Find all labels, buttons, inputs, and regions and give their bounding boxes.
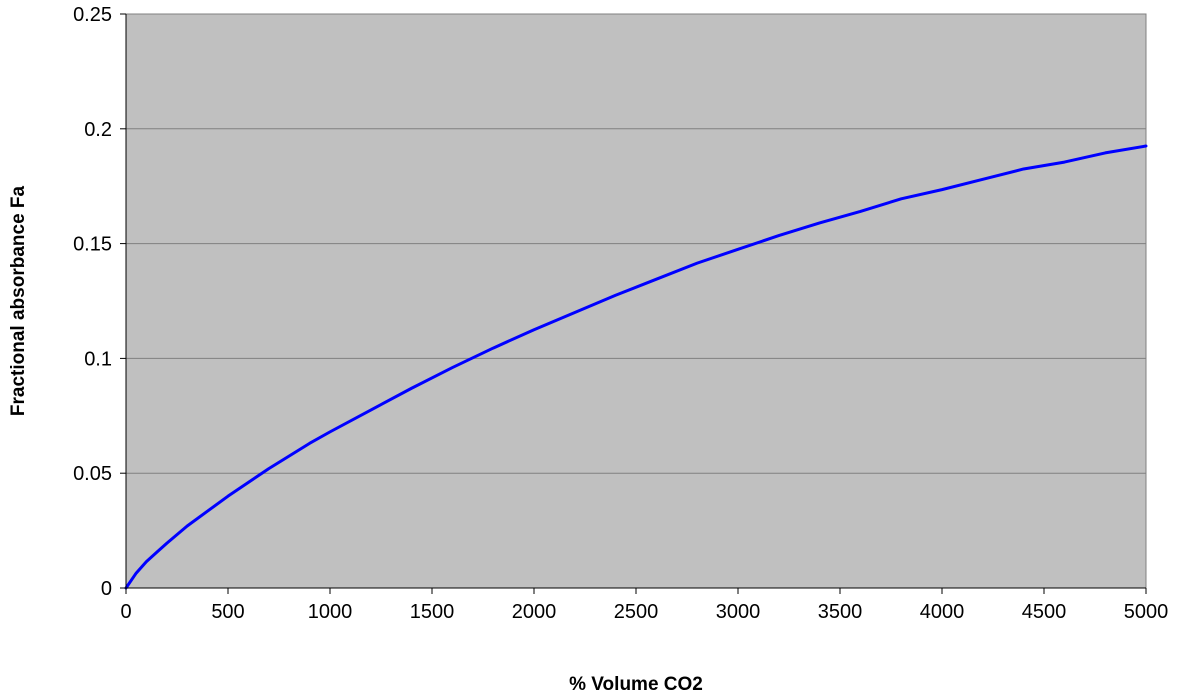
y-tick-label: 0.25 — [73, 4, 112, 26]
x-tick-label: 5000 — [1124, 601, 1169, 623]
x-tick-label: 3500 — [818, 601, 863, 623]
gridlines — [126, 13, 1146, 474]
y-tick-label: 0.05 — [73, 463, 112, 485]
x-tick-label: 3000 — [716, 601, 761, 623]
y-tick-label: 0.15 — [73, 234, 112, 256]
plot-area — [125, 13, 1147, 589]
x-tick-label: 1000 — [308, 601, 353, 623]
y-axis-title: Fractional absorbance Fa — [8, 185, 29, 416]
x-tick-label: 4500 — [1022, 601, 1067, 623]
x-tick-label: 1500 — [410, 601, 455, 623]
x-tick-label: 4000 — [920, 601, 965, 623]
x-tick-label: 2000 — [512, 601, 557, 623]
x-tick-label: 2500 — [614, 601, 659, 623]
x-tick-label: 500 — [211, 601, 244, 623]
x-tick-label: 0 — [120, 601, 131, 623]
series-line-co2-absorbance — [124, 144, 1148, 590]
y-tick-label: 0.2 — [84, 119, 112, 141]
y-axis-ticks: 0 0.05 0.1 0.15 0.2 0.25 — [73, 4, 127, 600]
y-tick-label: 0 — [101, 578, 112, 600]
x-axis-title: % Volume CO2 — [569, 674, 703, 695]
x-axis-ticks: 0 500 1000 1500 2000 2500 3000 3500 4000 4500 5000 — [120, 587, 1169, 623]
y-tick-label: 0.1 — [84, 348, 112, 370]
